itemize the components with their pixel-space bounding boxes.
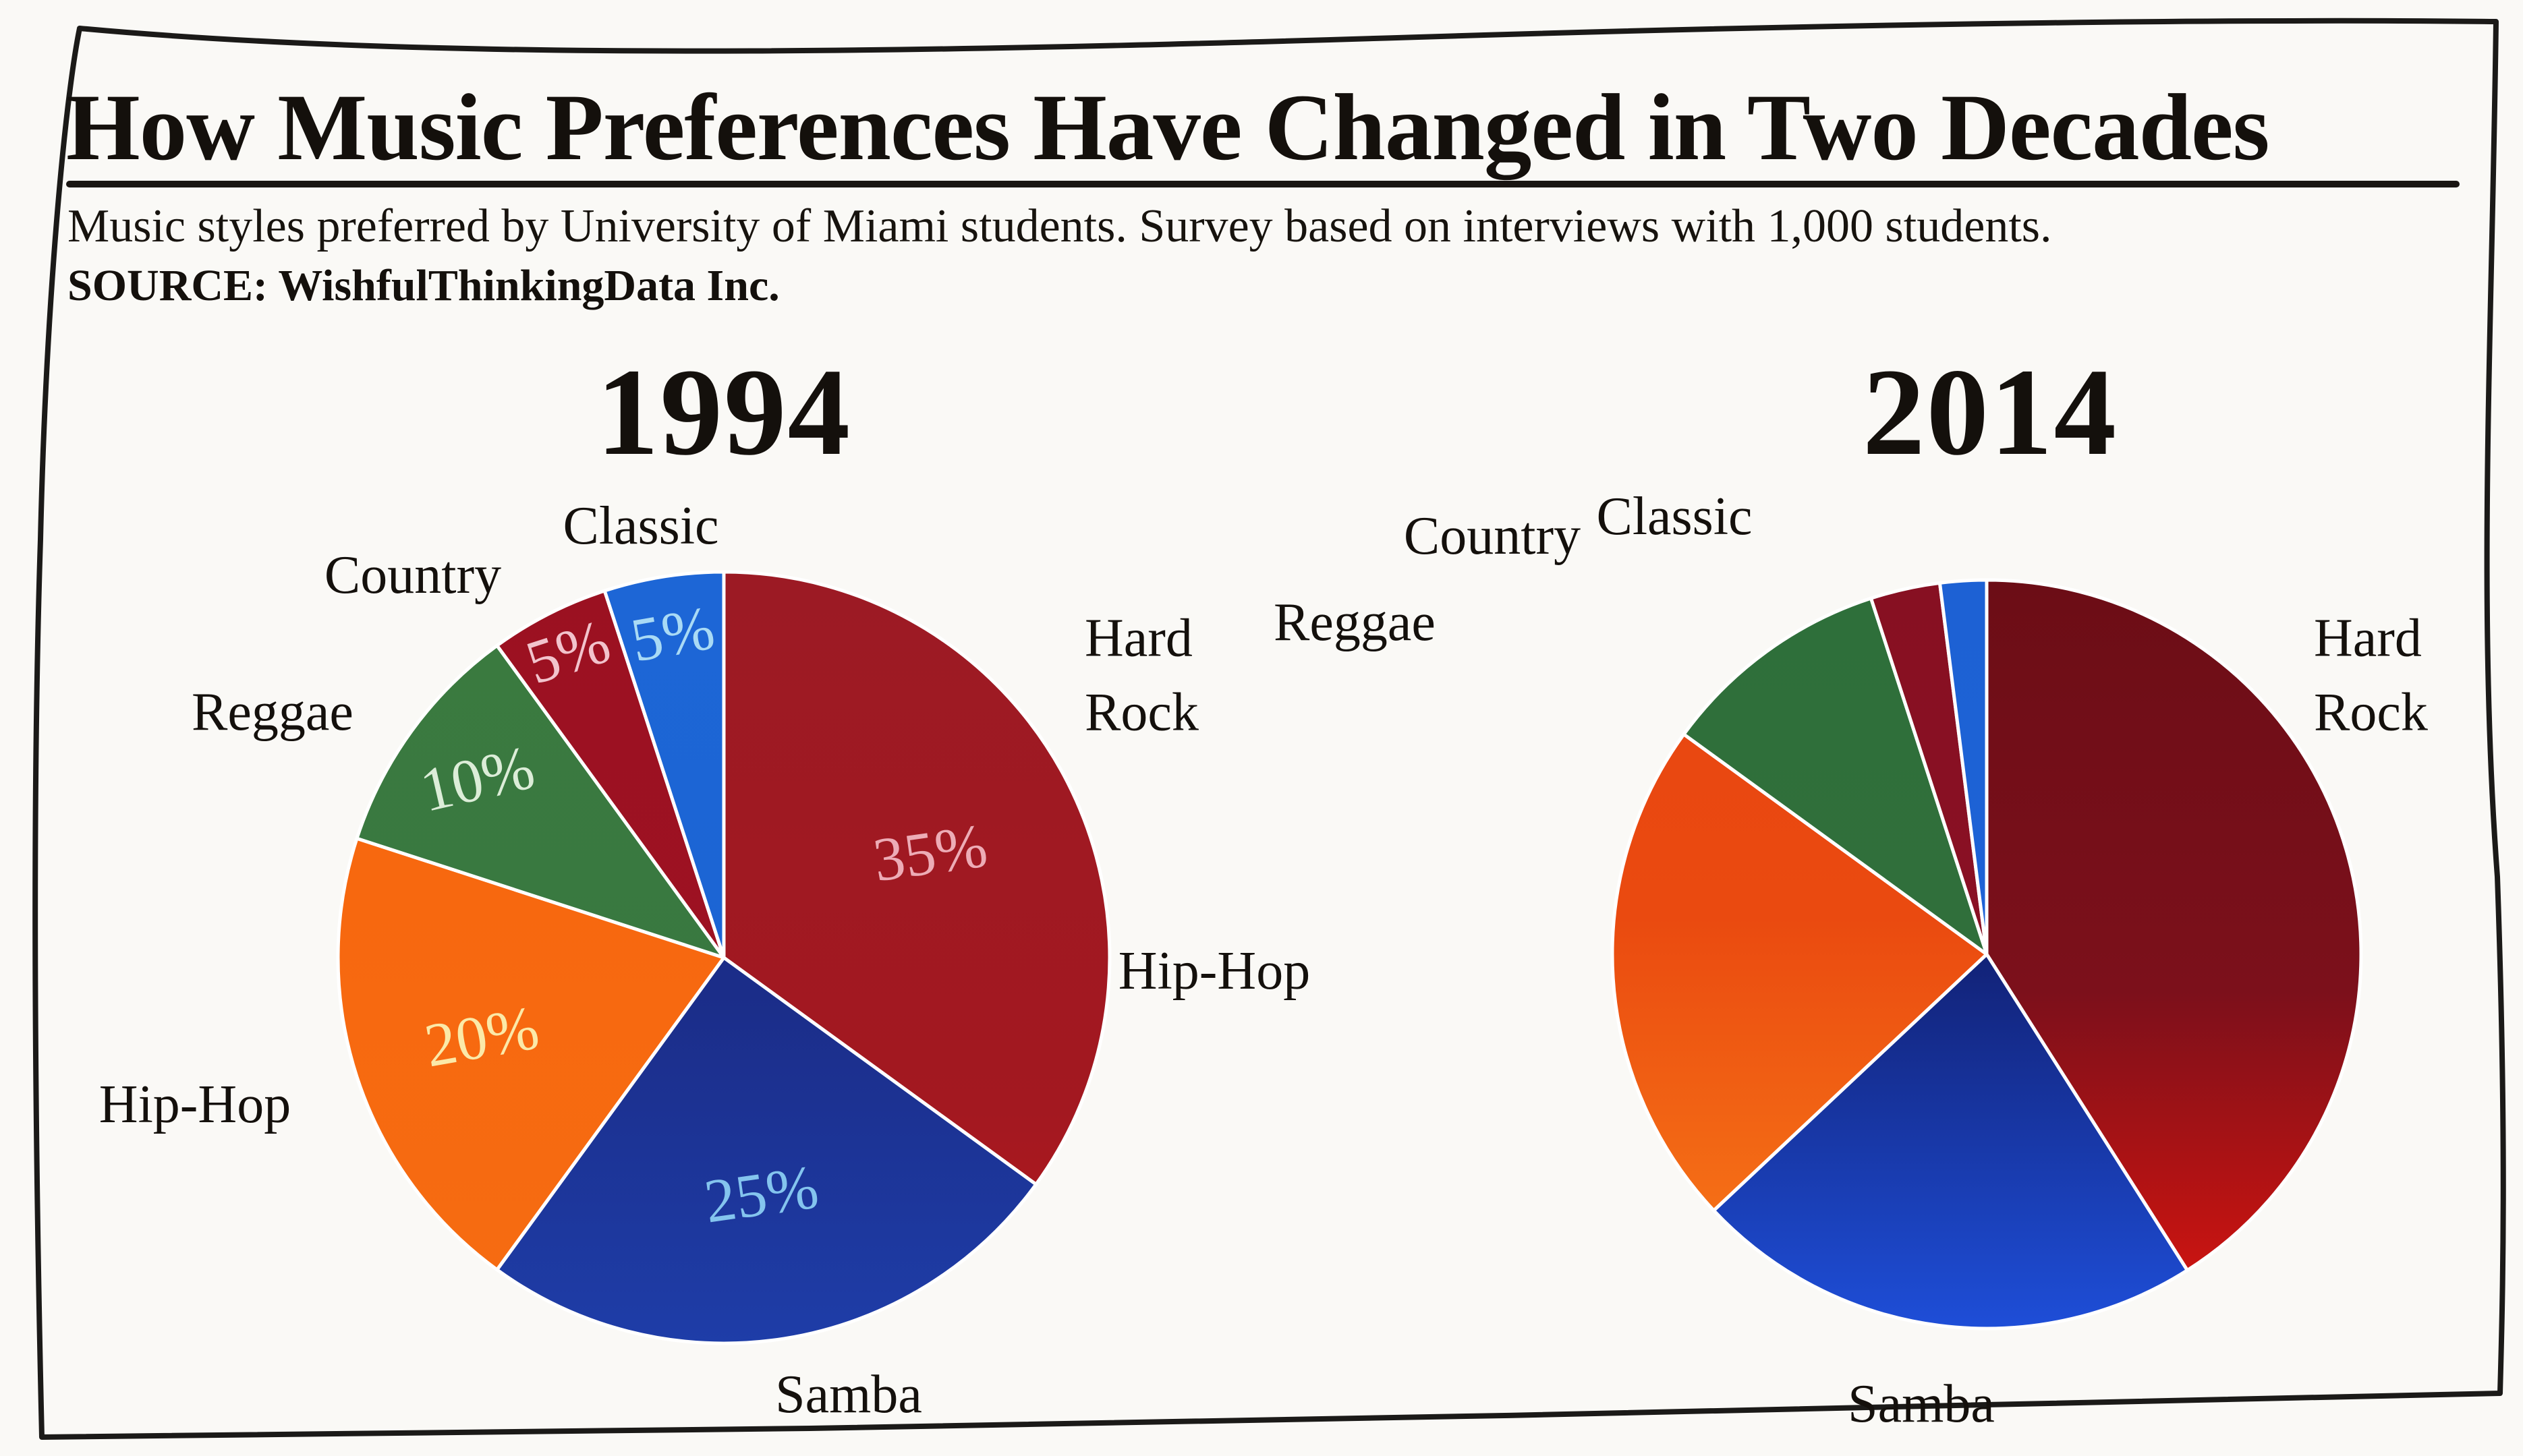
value-label-samba-1994: 25% <box>700 1152 822 1235</box>
source-line: SOURCE: WishfulThinkingData Inc. <box>67 261 780 310</box>
slice-hip-hop-2014 <box>1610 732 1989 1213</box>
slice-country-1994 <box>495 589 726 960</box>
category-label-country-1994: Country <box>324 545 502 605</box>
slice-reggae-2014 <box>1682 596 1989 956</box>
title-underline <box>66 181 2460 187</box>
category-label-reggae-1994: Reggae <box>192 682 353 742</box>
page-title: How Music Preferences Have Changed in Tw… <box>66 75 2269 180</box>
category-label-hip-hop-1994: Hip-Hop <box>98 1074 291 1134</box>
slice-reggae-1994 <box>355 643 726 960</box>
pie-1994: 35%25%20%10%5% 5% <box>336 570 1112 1345</box>
pie-2014 <box>1610 578 2363 1331</box>
slice-hard-rock-2014 <box>1985 578 2363 1273</box>
slice-classic-2014 <box>1937 578 1989 956</box>
page-subtitle: Music styles preferred by University of … <box>67 200 2052 252</box>
chart-title-2014: 2014 <box>1863 343 2118 482</box>
chart-title-1994: 1994 <box>596 343 851 482</box>
slice-classic-1994 <box>602 570 726 960</box>
slice-hip-hop-1994 <box>336 836 726 1272</box>
slice-hard-rock-1994 <box>722 570 1112 1186</box>
category-label-classic-1994: Classic <box>563 496 719 556</box>
category-label-hard-rock-1994: Hard Rock <box>1085 608 1199 742</box>
value-label-hard-rock-1994: 35% <box>869 811 991 894</box>
category-label-country-2014: Country <box>1403 506 1581 566</box>
category-label-samba-2014: Samba <box>1848 1374 1995 1434</box>
category-label-hard-rock-2014: Hard Rock <box>2314 608 2428 742</box>
value-label-classic-1994: 5% <box>626 593 719 675</box>
category-label-hip-hop-2014: Hip-Hop <box>1118 941 1311 1001</box>
slice-samba-1994 <box>495 956 1038 1345</box>
category-label-reggae-2014: Reggae <box>1274 592 1436 652</box>
category-label-classic-2014: Classic <box>1596 486 1753 546</box>
category-label-samba-1994: Samba <box>775 1364 922 1424</box>
slice-samba-2014 <box>1711 952 2189 1331</box>
